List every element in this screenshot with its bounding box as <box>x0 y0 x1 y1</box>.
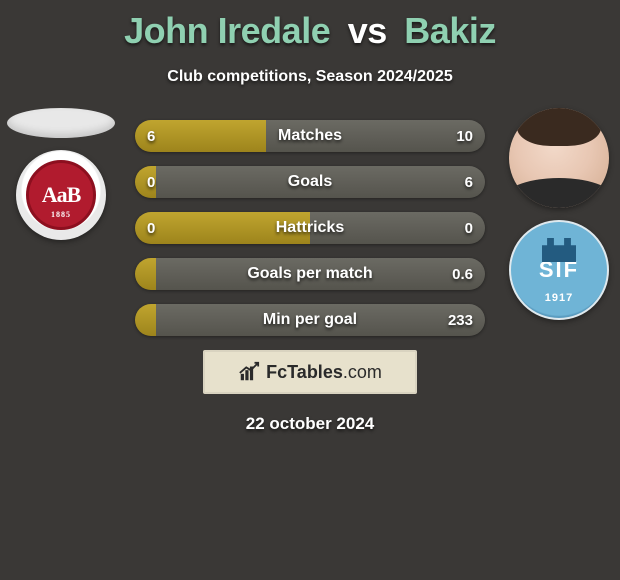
stat-row: 00Hattricks <box>135 212 485 244</box>
stat-bar-right <box>156 166 485 198</box>
stat-bar-right <box>156 304 485 336</box>
brand-name-light: .com <box>343 362 382 382</box>
player2-name: Bakiz <box>404 10 496 51</box>
brand-badge: FcTables.com <box>203 350 417 394</box>
stat-bars: 610Matches 06Goals 00Hattricks 0.6Goals per… <box>135 120 485 336</box>
brand-name-strong: FcTables <box>266 362 343 382</box>
stat-bar-left <box>135 258 156 290</box>
player1-avatar-placeholder <box>7 108 115 138</box>
player1-club-crest: AaB <box>16 150 106 240</box>
stat-bar-left <box>135 120 266 152</box>
stat-bar-right <box>310 212 485 244</box>
castle-icon <box>542 238 576 262</box>
player2-column: SIF 1917 <box>504 108 614 320</box>
player1-column: AaB <box>6 108 116 240</box>
comparison-arena: AaB SIF 1917 610Matches 06Goals 00Hattrick… <box>0 120 620 434</box>
page-title: John Iredale vs Bakiz <box>0 0 620 52</box>
chart-icon <box>238 361 260 383</box>
stat-bar-left <box>135 212 310 244</box>
stat-bar-right <box>156 258 485 290</box>
stat-bar-right <box>266 120 485 152</box>
vs-separator: vs <box>348 10 387 51</box>
subtitle: Club competitions, Season 2024/2025 <box>0 68 620 86</box>
stat-row: 06Goals <box>135 166 485 198</box>
player2-avatar <box>509 108 609 208</box>
stat-row: 610Matches <box>135 120 485 152</box>
stat-bar-left <box>135 304 156 336</box>
stat-bar-left <box>135 166 156 198</box>
brand-name: FcTables.com <box>266 362 382 383</box>
player2-club-crest: SIF 1917 <box>509 220 609 320</box>
player1-name: John Iredale <box>124 10 330 51</box>
player1-club-crest-text: AaB <box>26 160 96 230</box>
stat-row: 233Min per goal <box>135 304 485 336</box>
stat-row: 0.6Goals per match <box>135 258 485 290</box>
player2-club-year: 1917 <box>545 292 573 304</box>
date-label: 22 october 2024 <box>0 414 620 434</box>
